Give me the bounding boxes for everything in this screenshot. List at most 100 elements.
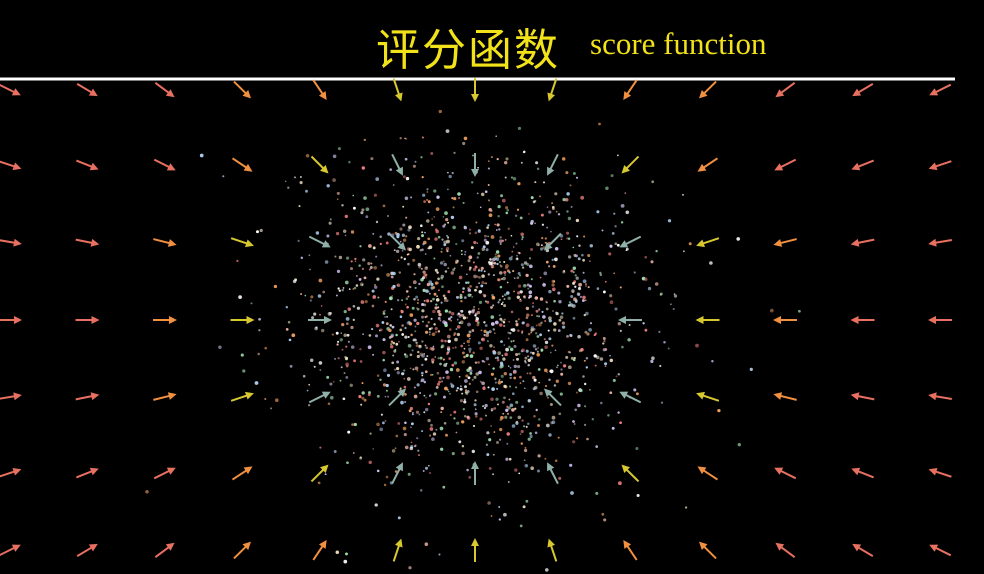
particle xyxy=(430,152,434,155)
particle xyxy=(469,285,472,288)
particle xyxy=(388,336,392,339)
particle xyxy=(609,244,613,248)
particle xyxy=(491,387,495,391)
arrow xyxy=(547,153,559,176)
particle xyxy=(369,266,373,269)
particle xyxy=(414,338,417,342)
particle xyxy=(517,126,522,131)
particle xyxy=(352,288,355,290)
arrow-shaft xyxy=(153,469,172,480)
arrow-head xyxy=(850,316,859,324)
particle xyxy=(424,357,428,361)
particle xyxy=(430,299,433,303)
particle xyxy=(579,389,583,393)
particle xyxy=(461,239,465,243)
particle xyxy=(487,160,490,162)
particle xyxy=(485,282,488,285)
particle xyxy=(342,397,346,401)
particle xyxy=(443,422,447,425)
particle xyxy=(421,430,424,433)
particle xyxy=(501,295,504,298)
particle xyxy=(574,274,577,277)
particle xyxy=(462,287,465,290)
particle xyxy=(464,253,466,256)
particle xyxy=(419,392,421,394)
particle xyxy=(513,277,516,280)
particle xyxy=(525,349,529,353)
particle xyxy=(613,212,616,215)
particle xyxy=(462,290,465,294)
particle xyxy=(556,366,558,369)
particle xyxy=(659,364,662,368)
particle xyxy=(447,349,451,353)
arrow-head xyxy=(165,542,175,551)
particle xyxy=(499,427,503,432)
arrow-head xyxy=(395,92,403,102)
particle xyxy=(364,300,368,304)
particle xyxy=(400,256,403,259)
particle xyxy=(501,400,505,404)
particle xyxy=(352,194,355,197)
particle xyxy=(431,373,434,376)
particle xyxy=(574,300,578,303)
particle xyxy=(400,310,404,314)
particle xyxy=(336,198,339,200)
particle xyxy=(461,360,466,364)
particle xyxy=(291,333,296,338)
arrow-head xyxy=(395,166,403,176)
particle xyxy=(647,286,652,291)
particle xyxy=(408,566,412,570)
particle xyxy=(463,136,468,141)
particle xyxy=(455,389,458,392)
arrow xyxy=(392,538,403,562)
particle xyxy=(553,384,557,387)
particle xyxy=(506,291,510,295)
particle xyxy=(673,294,678,298)
particle xyxy=(459,295,463,300)
particle xyxy=(347,430,351,434)
particle xyxy=(379,328,383,332)
arrow xyxy=(850,316,875,324)
particle xyxy=(314,326,318,331)
arrow-head xyxy=(699,541,708,550)
particle xyxy=(530,314,533,317)
particle xyxy=(545,300,548,303)
particle xyxy=(566,237,569,240)
particle xyxy=(472,308,476,312)
particle xyxy=(566,210,569,213)
particle xyxy=(519,382,522,385)
arrow-head xyxy=(471,94,479,102)
particle xyxy=(549,402,553,407)
particle xyxy=(468,310,472,314)
particle xyxy=(341,204,344,207)
particle xyxy=(496,387,499,390)
particle xyxy=(514,407,517,410)
particle xyxy=(358,264,361,267)
arrow-shaft xyxy=(75,394,95,401)
particle xyxy=(503,324,506,328)
particle xyxy=(345,322,349,326)
particle xyxy=(440,411,443,414)
particle xyxy=(399,315,403,318)
arrow xyxy=(392,78,403,102)
particle xyxy=(534,296,539,300)
particle xyxy=(658,330,661,334)
particle xyxy=(523,150,526,154)
arrow-head xyxy=(324,316,332,324)
particle xyxy=(437,330,441,333)
particle xyxy=(444,386,448,391)
particle xyxy=(570,356,574,360)
arrow xyxy=(471,461,479,485)
particle xyxy=(412,280,417,285)
particle xyxy=(474,265,478,269)
particle xyxy=(561,157,566,161)
particle xyxy=(538,322,542,327)
particle xyxy=(440,339,444,343)
particle xyxy=(421,231,424,234)
particle xyxy=(482,293,485,296)
particle xyxy=(513,290,516,293)
particle xyxy=(517,352,521,356)
arrow-shaft xyxy=(624,467,640,483)
particle xyxy=(453,196,457,201)
particle xyxy=(554,192,558,196)
